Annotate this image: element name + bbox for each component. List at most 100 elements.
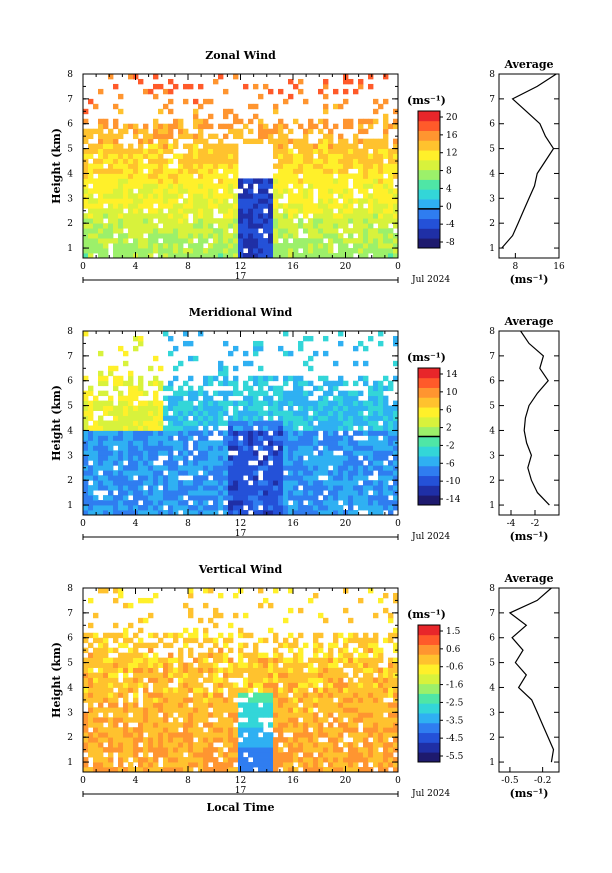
zonal-cell — [313, 243, 319, 249]
zonal-cell — [283, 208, 289, 214]
zonal-cell — [163, 238, 169, 244]
meridional-cell — [313, 425, 319, 431]
vertical-cell — [208, 727, 214, 733]
vertical-cell — [383, 757, 389, 763]
zonal-cell — [258, 253, 264, 259]
meridional-cell — [348, 505, 354, 511]
zonal-cell — [313, 223, 319, 229]
meridional-cell — [168, 510, 174, 516]
zonal-cell — [198, 203, 204, 209]
zonal-cell — [293, 253, 299, 259]
meridional-cell — [113, 385, 119, 392]
zonal-cell — [258, 188, 264, 194]
zonal-cell — [368, 153, 374, 159]
meridional-cell — [83, 455, 89, 461]
vertical-cell — [353, 752, 359, 758]
zonal-cell — [333, 178, 339, 184]
vertical-cell — [243, 632, 249, 639]
vertical-cell — [123, 712, 129, 718]
meridional-cell — [188, 395, 194, 402]
meridional-cell — [138, 385, 144, 392]
vertical-cell — [288, 662, 294, 668]
meridional-cell — [368, 425, 374, 431]
zonal-average-ytick-label: 6 — [489, 120, 495, 130]
vertical-cell — [118, 662, 124, 668]
zonal-cell — [373, 243, 379, 249]
zonal-cell — [333, 168, 339, 174]
vertical-cell — [103, 672, 109, 678]
meridional-cell — [268, 500, 274, 506]
vertical-cell — [118, 687, 124, 693]
vertical-cell — [103, 687, 109, 693]
meridional-cell — [353, 490, 359, 496]
vertical-cell — [283, 717, 289, 723]
zonal-cell — [343, 198, 349, 204]
vertical-cell — [378, 682, 384, 688]
zonal-cell — [313, 178, 319, 184]
vertical-cell — [268, 687, 274, 693]
zonal-cell — [88, 213, 94, 219]
zonal-cell — [108, 178, 114, 184]
meridional-cell — [378, 475, 384, 481]
vertical-cell — [348, 767, 354, 773]
zonal-cell — [328, 133, 334, 140]
zonal-cell — [113, 148, 119, 154]
vertical-cell — [153, 642, 159, 649]
meridional-cell — [183, 480, 189, 486]
meridional-cell — [108, 425, 114, 431]
vertical-cell — [108, 667, 114, 673]
zonal-cell — [203, 198, 209, 204]
meridional-cell — [253, 475, 259, 481]
zonal-cell — [153, 128, 159, 135]
vertical-cell — [158, 727, 164, 733]
zonal-cell — [193, 153, 199, 159]
vertical-cell — [363, 652, 369, 659]
vertical-cell — [143, 727, 149, 733]
meridional-cell — [308, 335, 314, 342]
zonal-cell — [228, 128, 234, 135]
vertical-cell — [283, 767, 289, 773]
zonal-cell — [148, 133, 154, 140]
meridional-cell — [153, 510, 159, 516]
meridional-cell — [258, 410, 264, 416]
vertical-cell — [293, 697, 299, 703]
zonal-cell — [263, 188, 269, 194]
zonal-colorbar-swatch — [418, 208, 440, 220]
vertical-cell — [153, 717, 159, 723]
vertical-cell — [228, 637, 234, 644]
zonal-cell — [248, 188, 254, 194]
vertical-cell — [133, 702, 139, 708]
meridional-cell — [353, 400, 359, 406]
meridional-cell — [383, 480, 389, 486]
zonal-cell — [338, 173, 344, 179]
zonal-cell — [288, 193, 294, 199]
vertical-cell — [388, 637, 394, 644]
meridional-cell — [193, 355, 199, 362]
meridional-cell — [278, 505, 284, 511]
zonal-cell — [218, 203, 224, 209]
meridional-cell — [148, 505, 154, 511]
zonal-cell — [288, 208, 294, 214]
zonal-cell — [163, 198, 169, 204]
meridional-cell — [173, 460, 179, 466]
zonal-cell — [133, 228, 139, 234]
meridional-cell — [113, 430, 119, 436]
meridional-cell — [328, 430, 334, 436]
vertical-cell — [198, 762, 204, 768]
vertical-cell — [308, 757, 314, 763]
zonal-cell — [283, 253, 289, 259]
zonal-cell — [283, 158, 289, 164]
vertical-cell — [308, 597, 314, 604]
zonal-cell — [168, 253, 174, 259]
meridional-cell — [223, 490, 229, 496]
zonal-cell — [213, 153, 219, 159]
zonal-cell — [303, 238, 309, 244]
zonal-cell — [88, 128, 94, 135]
meridional-cell — [283, 410, 289, 416]
meridional-cell — [138, 410, 144, 416]
meridional-cell — [168, 420, 174, 426]
vertical-cell — [153, 727, 159, 733]
vertical-cell — [128, 702, 134, 708]
vertical-cell — [208, 737, 214, 743]
zonal-cell — [388, 203, 394, 209]
